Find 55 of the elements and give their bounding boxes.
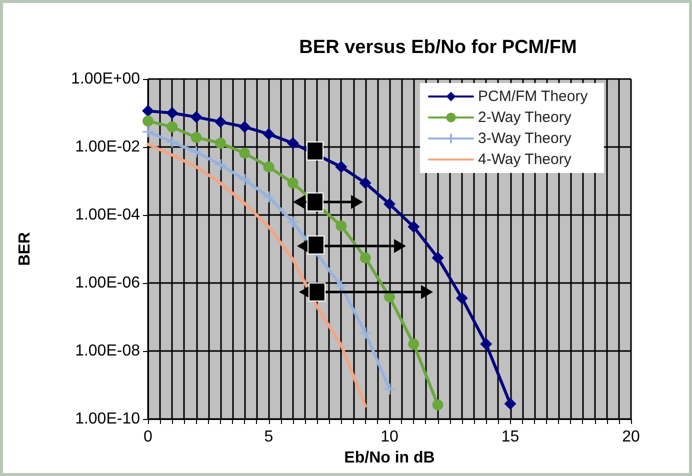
y-tick-label: 1.00E-04 <box>75 206 140 224</box>
x-tick-label: 0 <box>144 428 153 446</box>
point <box>142 104 154 117</box>
point <box>432 399 444 410</box>
point <box>214 158 227 172</box>
x-tick-label: 20 <box>622 428 640 446</box>
point <box>238 173 251 186</box>
line-series <box>146 142 367 408</box>
x-tick-label: 15 <box>501 428 520 446</box>
point <box>504 398 516 410</box>
point <box>336 220 347 232</box>
point <box>190 146 203 158</box>
legend-label: 3-Way Theory <box>478 130 572 147</box>
chart-title: BER versus Eb/No for PCM/FM <box>299 37 577 58</box>
point <box>142 116 154 127</box>
point <box>359 326 372 340</box>
point <box>214 116 226 128</box>
legend-label: 4-Way Theory <box>478 151 572 168</box>
point <box>263 161 274 172</box>
legend-label: 2-Way Theory <box>478 109 572 126</box>
point <box>408 338 420 350</box>
point <box>286 216 300 228</box>
point <box>384 198 396 210</box>
point <box>238 120 251 133</box>
point <box>142 126 154 138</box>
point <box>190 132 202 144</box>
point <box>262 190 275 204</box>
point <box>383 382 396 396</box>
point <box>286 137 299 150</box>
x-axis-title: Eb/No in dB <box>344 449 435 466</box>
point <box>190 111 202 124</box>
y-tick-label: 1.00E-08 <box>75 342 140 360</box>
x-tick-label: 5 <box>264 428 274 446</box>
point <box>335 160 348 173</box>
point <box>166 136 178 148</box>
y-tick-label: 1.00E-10 <box>75 410 140 428</box>
point <box>287 178 298 189</box>
point <box>456 292 468 304</box>
legend-label: PCM/FM Theory <box>478 88 588 105</box>
point <box>359 177 372 190</box>
point <box>432 252 444 264</box>
point <box>360 252 371 264</box>
y-axis-title: BER <box>16 232 34 266</box>
y-tick-label: 1.00E-02 <box>75 138 140 156</box>
point <box>214 138 226 149</box>
point <box>239 148 250 159</box>
point <box>166 121 178 132</box>
point <box>334 280 348 292</box>
point <box>262 128 275 140</box>
point <box>480 338 492 350</box>
y-tick-label: 1.00E+00 <box>71 70 140 88</box>
y-tick-label: 1.00E-06 <box>75 274 140 292</box>
point <box>166 107 178 119</box>
point <box>408 220 420 233</box>
x-tick-label: 10 <box>380 428 398 446</box>
